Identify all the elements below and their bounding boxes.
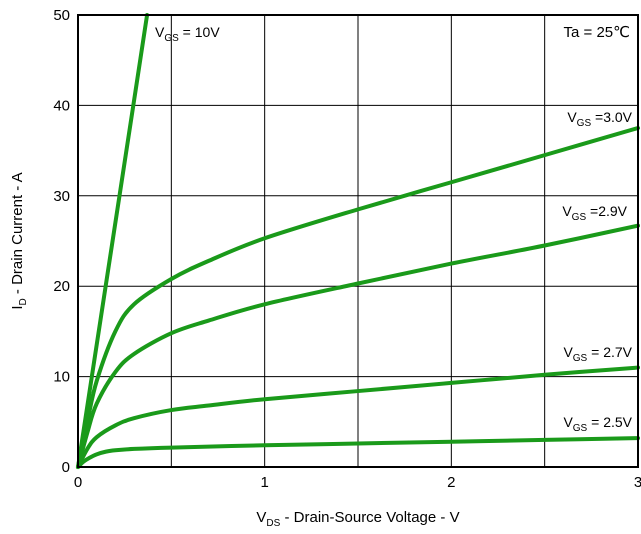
x-tick-label: 2 [447, 474, 455, 491]
curve-label: VGS = 10V [155, 24, 220, 44]
x-tick-label: 3 [634, 474, 641, 491]
y-tick-label: 30 [53, 188, 70, 205]
y-tick-label: 0 [62, 459, 70, 476]
curve-label: VGS = 2.5V [563, 414, 632, 434]
series-line [76, 436, 640, 469]
series-line [76, 223, 640, 469]
grid [78, 15, 638, 467]
y-tick-labels: 0 10 20 30 40 50 [53, 7, 70, 476]
series-line [76, 365, 640, 469]
plot-frame [77, 14, 639, 468]
curve-label: VGS =2.9V [562, 203, 627, 223]
y-axis-label: ID - Drain Current - A [9, 172, 29, 309]
x-axis-label: VDS - Drain-Source Voltage - V [256, 509, 459, 529]
series-line [76, 126, 640, 469]
curve-labels: VGS = 10V VGS =3.0V VGS =2.9V VGS = 2.7V VGS… [155, 24, 633, 434]
y-tick-label: 50 [53, 7, 70, 24]
temperature-annotation: Ta = 25℃ [564, 24, 630, 41]
series-line [76, 13, 150, 469]
y-tick-label: 10 [53, 369, 70, 386]
y-tick-label: 20 [53, 278, 70, 295]
curve-label: VGS =3.0V [567, 109, 632, 129]
curve-label: VGS = 2.7V [563, 344, 632, 364]
x-tick-labels: 0 1 2 3 [74, 474, 641, 491]
x-tick-label: 0 [74, 474, 82, 491]
curves [76, 13, 640, 469]
x-tick-label: 1 [260, 474, 268, 491]
y-tick-label: 40 [53, 97, 70, 114]
